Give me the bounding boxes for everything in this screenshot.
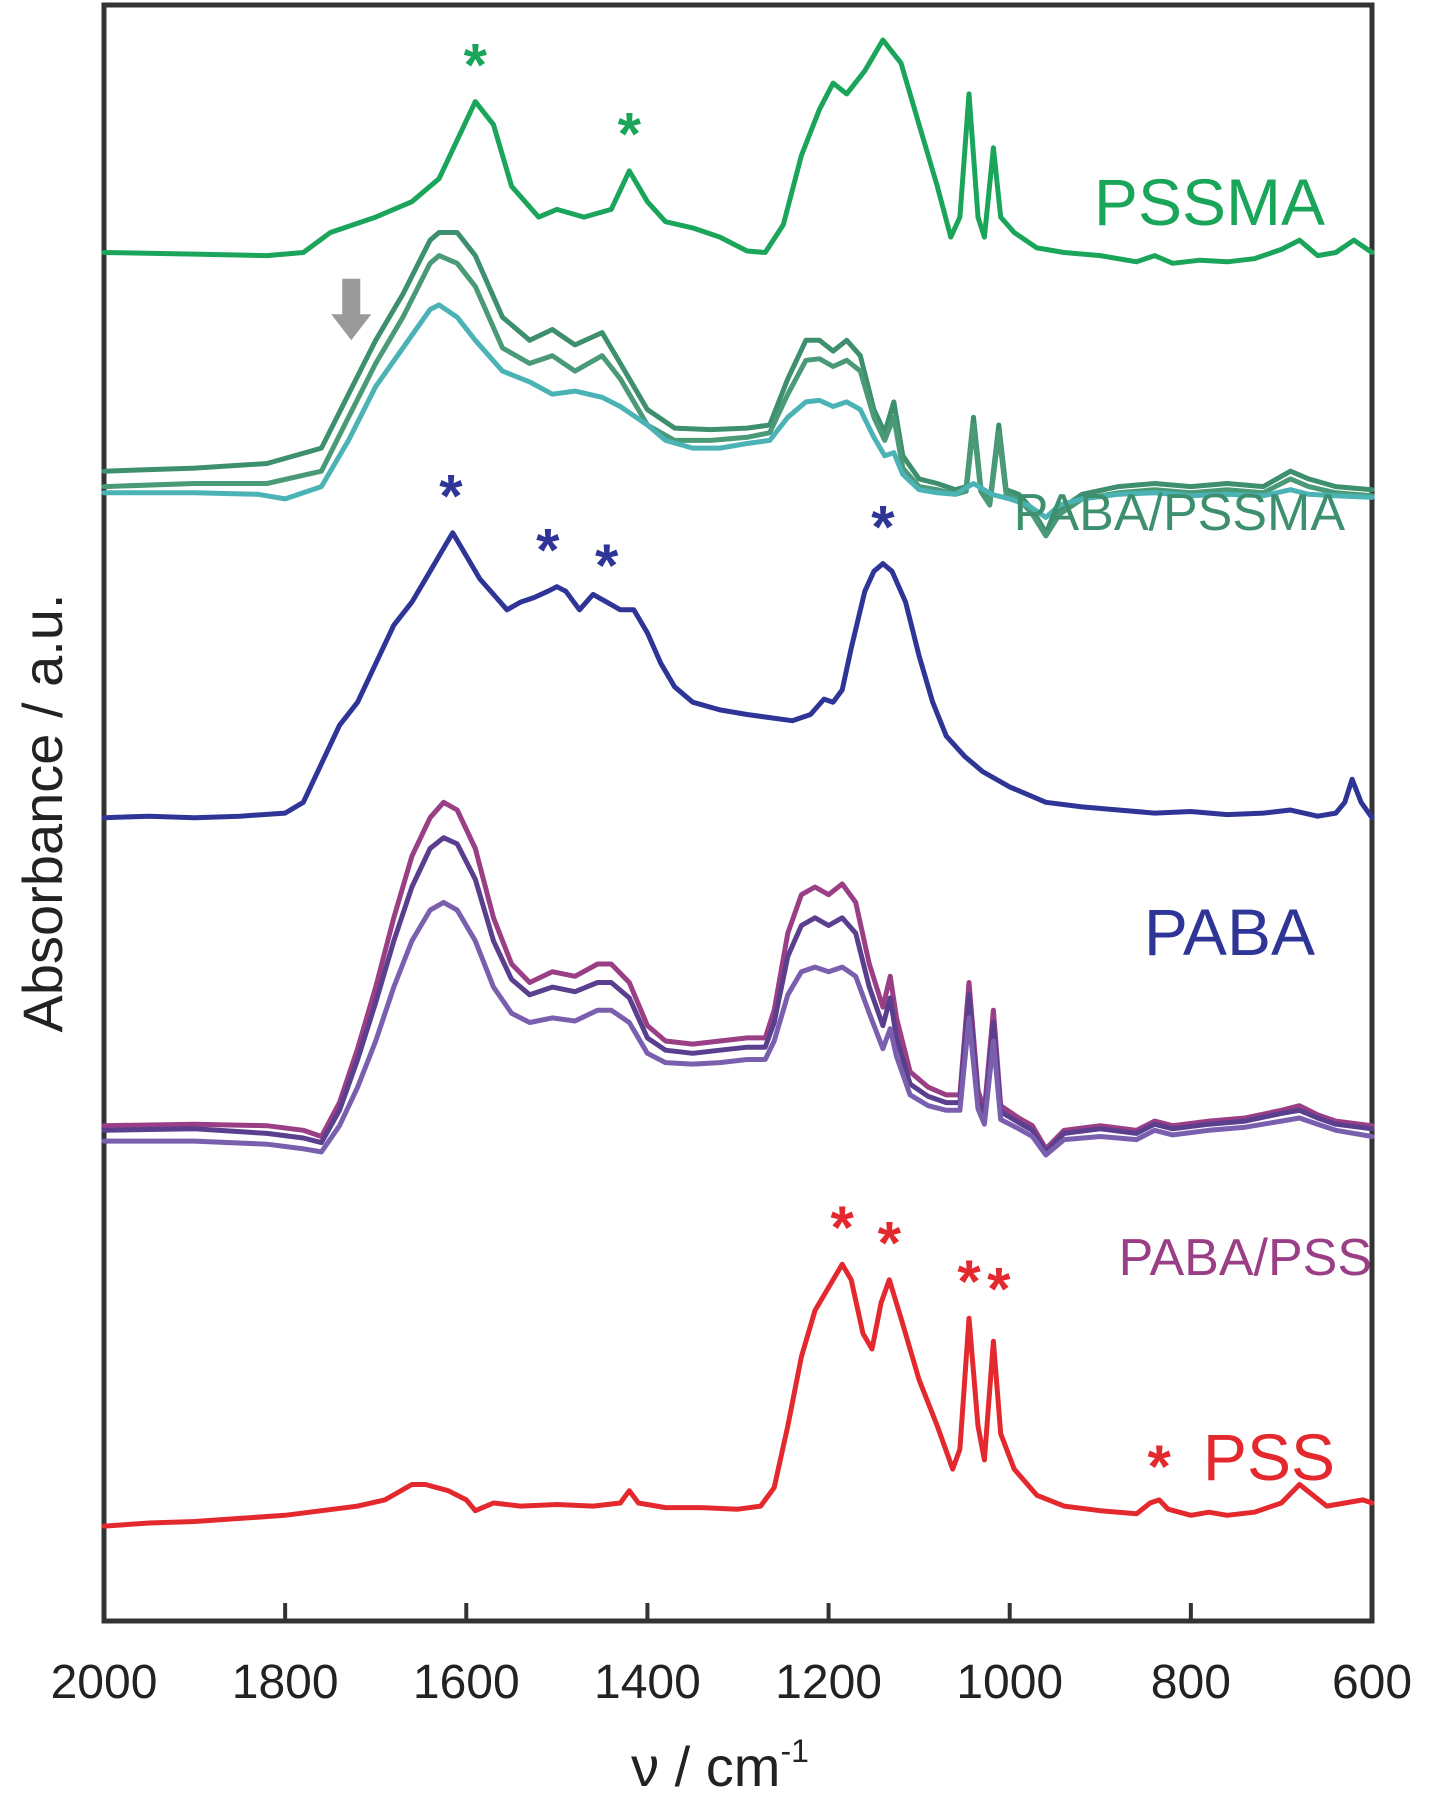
series-label-layer: PSSMA PABA/PSSMA PABA PABA/PSS PSS	[1014, 165, 1372, 1494]
x-tick-label-800: 800	[1151, 1656, 1231, 1709]
series-line-0	[101, 37, 1375, 266]
x-tick-label-1000: 1000	[956, 1656, 1063, 1709]
x-axis-ticks: 2000 1800 1600 1400 1200 1000 800 600	[51, 1603, 1412, 1709]
peak-asterisk-10: *	[1148, 1433, 1172, 1500]
series-label-paba-pssma: PABA/PSSMA	[1014, 484, 1346, 542]
peak-asterisk-3: *	[536, 517, 560, 584]
peak-asterisk-7: *	[878, 1210, 902, 1277]
peak-asterisk-1: *	[618, 101, 642, 168]
series-label-paba: PABA	[1144, 895, 1315, 969]
x-axis-label-superscript: -1	[780, 1733, 808, 1769]
series-line-4	[101, 530, 1375, 821]
peak-asterisk-4: *	[595, 532, 619, 599]
series-layer	[101, 37, 1375, 1529]
y-axis-label: Absorbance / a.u.	[11, 594, 74, 1033]
x-axis-label: ν / cm-1	[631, 1733, 809, 1798]
series-line-8	[101, 1261, 1375, 1529]
peak-asterisk-2: *	[439, 463, 463, 530]
series-line-3	[101, 302, 1375, 520]
x-tick-label-2000: 2000	[51, 1656, 158, 1709]
x-tick-label-1800: 1800	[232, 1656, 339, 1709]
series-line-7	[101, 899, 1375, 1158]
x-tick-label-600: 600	[1332, 1656, 1412, 1709]
series-label-pssma: PSSMA	[1094, 165, 1325, 239]
peak-asterisk-8: *	[957, 1248, 981, 1315]
series-line-5	[101, 799, 1375, 1152]
x-tick-label-1600: 1600	[413, 1656, 520, 1709]
peak-asterisk-5: *	[871, 493, 895, 560]
series-label-paba-pss: PABA/PSS	[1119, 1229, 1372, 1287]
series-line-6	[101, 835, 1375, 1155]
annotation-layer: **** *** ** **	[331, 31, 1172, 1500]
x-tick-label-1400: 1400	[594, 1656, 701, 1709]
down-arrow-icon	[331, 278, 372, 341]
plot-frame	[101, 2, 1375, 1624]
series-line-1	[101, 230, 1375, 536]
peak-asterisk-9: *	[987, 1256, 1011, 1323]
x-tick-label-1200: 1200	[775, 1656, 882, 1709]
x-axis-label-main: ν / cm	[631, 1735, 780, 1798]
series-label-pss: PSS	[1203, 1420, 1335, 1494]
peak-asterisk-0: *	[464, 31, 488, 98]
peak-asterisk-6: *	[831, 1194, 855, 1261]
